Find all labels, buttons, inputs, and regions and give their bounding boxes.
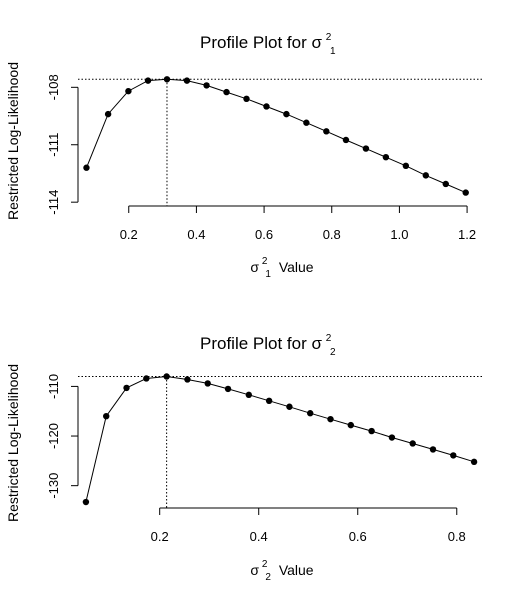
data-point <box>409 440 416 447</box>
data-point <box>143 375 150 382</box>
x-tick-label: 0.6 <box>255 227 273 242</box>
data-point <box>245 391 253 399</box>
data-point <box>203 82 210 89</box>
data-point <box>450 452 457 459</box>
data-point <box>265 397 273 404</box>
x-tick-label: 1.0 <box>390 227 408 242</box>
y-tick-label: -120 <box>46 423 61 449</box>
data-point <box>103 412 110 420</box>
data-point <box>184 376 191 383</box>
data-point <box>429 446 437 453</box>
data-point <box>144 77 152 84</box>
panel-title: Profile Plot for σ 2 1 <box>200 25 336 57</box>
panel-sigma2: Profile Plot for σ 2 2 Restricted Log-Li… <box>5 326 484 583</box>
data-point <box>327 415 334 423</box>
data-point <box>82 498 90 506</box>
x-axis-label: σ 2 2 Value <box>250 554 313 583</box>
y-tick-label: -130 <box>46 473 61 499</box>
data-point <box>342 136 350 144</box>
data-point <box>163 373 170 380</box>
data-point <box>125 87 132 95</box>
y-axis-label: Restricted Log-Likelihood <box>5 364 21 522</box>
data-point <box>303 119 310 126</box>
data-point <box>347 421 355 429</box>
data-point <box>462 189 469 196</box>
panel-title: Profile Plot for σ 2 2 <box>200 326 336 358</box>
series-line <box>85 375 475 503</box>
data-point <box>286 403 293 410</box>
data-point <box>368 427 375 435</box>
x-axis-label: σ 2 1 Value <box>250 251 313 280</box>
data-point <box>183 77 191 84</box>
data-point <box>243 95 250 103</box>
x-tick-label: 0.2 <box>120 227 138 242</box>
data-point <box>223 88 230 96</box>
data-point <box>163 76 171 83</box>
x-tick-label: 0.8 <box>323 227 341 242</box>
y-tick-label: -110 <box>46 374 61 399</box>
data-point <box>382 153 390 161</box>
data-point <box>83 164 90 171</box>
x-tick-label: 1.2 <box>458 227 476 242</box>
x-tick-label: 0.4 <box>187 227 205 242</box>
x-tick-label: 0.2 <box>151 529 169 544</box>
x-tick-label: 0.8 <box>448 529 466 544</box>
series-line <box>86 78 466 194</box>
data-point <box>204 380 211 387</box>
y-tick-label: -111 <box>46 133 61 157</box>
data-point <box>470 458 478 466</box>
x-tick-label: 0.4 <box>250 529 268 544</box>
data-point <box>263 103 270 110</box>
data-point <box>388 434 396 441</box>
data-point <box>402 162 410 169</box>
data-point <box>123 384 130 392</box>
data-point <box>224 385 232 393</box>
data-point <box>422 172 430 179</box>
y-axis-label: Restricted Log-Likelihood <box>5 62 21 220</box>
y-tick-label: -114 <box>46 190 61 215</box>
data-point <box>362 145 370 152</box>
data-point <box>104 110 112 118</box>
data-point <box>307 410 314 417</box>
data-point <box>442 180 449 188</box>
data-point <box>283 110 290 118</box>
panel-sigma1: Profile Plot for σ 2 1 Restricted Log-Li… <box>5 25 484 280</box>
data-point <box>323 128 330 135</box>
y-tick-label: -108 <box>46 74 61 100</box>
x-tick-label: 0.6 <box>349 529 367 544</box>
